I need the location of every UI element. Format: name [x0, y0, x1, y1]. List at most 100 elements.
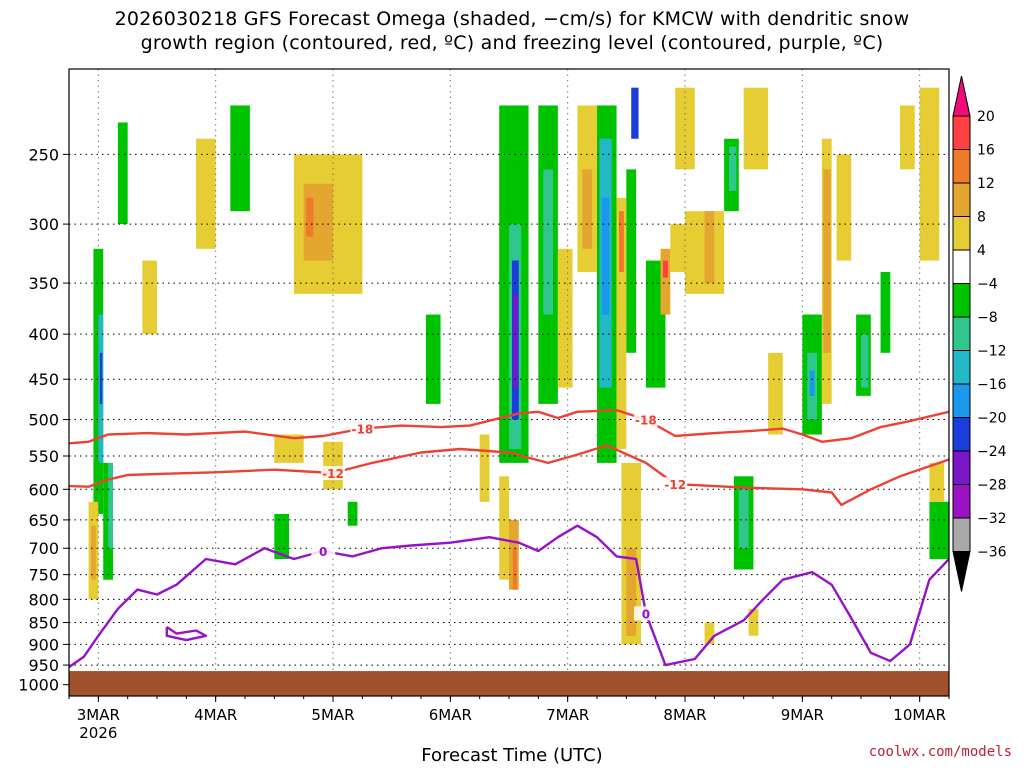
- colorbar-label: −8: [977, 310, 998, 326]
- colorbar-label: 12: [977, 176, 995, 192]
- y-tick-label: 950: [28, 656, 59, 675]
- contour-label-bg: [350, 421, 375, 436]
- colorbar-label: 8: [977, 210, 986, 226]
- contour-label-bg: [633, 606, 658, 621]
- omega-cell: [99, 352, 103, 404]
- colorbar-label: 4: [977, 243, 986, 259]
- chart-title-line-1: 2026030218 GFS Forecast Omega (shaded, −…: [114, 8, 910, 30]
- colorbar-swatch: [952, 517, 971, 552]
- x-tick-label: 4MAR: [194, 706, 237, 724]
- contour-layer: -18 -18 -12 -12 0 0: [69, 409, 949, 669]
- x-tick-label: 6MAR: [429, 706, 472, 724]
- omega-cell: [499, 476, 509, 580]
- colorbar-swatch: [952, 249, 971, 284]
- colorbar-label: −36: [977, 545, 1007, 561]
- colorbar-swatch: [952, 283, 971, 318]
- colorbar-label: −32: [977, 511, 1007, 527]
- colorbar-swatch: [952, 417, 971, 452]
- colorbar-label: −4: [977, 277, 998, 293]
- omega-cell: [738, 489, 749, 549]
- omega-cell: [919, 87, 940, 261]
- omega-cell: [929, 501, 949, 560]
- omega-cell: [616, 197, 627, 449]
- omega-cell: [768, 352, 783, 435]
- colorbar-label: 20: [977, 109, 995, 125]
- y-tick-label: 550: [28, 447, 59, 466]
- omega-cell: [601, 197, 610, 315]
- omega-cell: [274, 434, 304, 463]
- y-tick-label: 800: [28, 590, 59, 609]
- y-tick-label: 250: [28, 145, 59, 164]
- x-tick-label: 9MAR: [781, 706, 824, 724]
- colorbar-swatch: [952, 115, 971, 150]
- y-tick-label: 600: [28, 480, 59, 499]
- contour-isotherm_zero_loop: [165, 626, 208, 642]
- colorbar-swatch: [952, 450, 971, 485]
- omega-cell: [93, 248, 104, 514]
- contour-label-bg: [321, 465, 345, 480]
- omega-cell: [626, 169, 637, 353]
- colorbar-bottom-arrow: [952, 551, 971, 592]
- y-tick-label: 850: [28, 614, 59, 633]
- omega-cell: [704, 211, 715, 284]
- omega-cell: [117, 122, 128, 225]
- y-tick-label: 400: [28, 325, 59, 344]
- omega-cell: [660, 248, 671, 315]
- contour-label-bg: [311, 543, 336, 558]
- omega-cell: [880, 271, 891, 353]
- contour-label: -18: [351, 423, 373, 437]
- omega-cell: [743, 87, 769, 170]
- colorbar-swatch: [952, 149, 971, 184]
- omega-cell: [663, 260, 668, 278]
- x-tick-label: 5MAR: [311, 706, 354, 724]
- omega-cell: [582, 169, 593, 249]
- colorbar-swatch: [952, 216, 971, 251]
- omega-cell: [306, 197, 314, 237]
- y-tick-label: 450: [28, 370, 59, 389]
- colorbar-swatch: [952, 182, 971, 217]
- x-tick-label: 3MAR: [77, 706, 120, 724]
- ground-surface: [69, 671, 949, 696]
- x-tick-label: 8MAR: [663, 706, 706, 724]
- colorbar-swatch: [952, 383, 971, 418]
- omega-cell: [196, 138, 216, 249]
- omega-cell: [729, 146, 737, 191]
- omega-cell: [704, 622, 715, 645]
- y-tick-label: 900: [28, 635, 59, 654]
- colorbar-swatch: [952, 316, 971, 351]
- colorbar-label: −28: [977, 478, 1007, 494]
- omega-cell: [513, 293, 518, 388]
- contour-label: 0: [642, 607, 650, 621]
- omega-cell: [836, 154, 852, 261]
- contour-isotherm_minus12: [69, 444, 949, 507]
- y-tick-label: 700: [28, 539, 59, 558]
- x-axis: 3MAR 4MAR 5MAR 6MAR 7MAR 8MAR 9MAR 10MAR 2026: [68, 696, 950, 742]
- year-label: 2026: [79, 724, 117, 742]
- omega-cell: [142, 260, 157, 335]
- colorbar-label: −16: [977, 377, 1007, 393]
- contour-isotherm_minus18: [69, 409, 949, 445]
- colorbar-label: −20: [977, 411, 1007, 427]
- y-tick-label: 300: [28, 215, 59, 234]
- colorbar-swatch: [952, 350, 971, 385]
- contour-label-bg: [663, 477, 688, 492]
- colorbar-label: 16: [977, 143, 995, 159]
- y-axis: 250 300 350 400 450 500 550 600 650 700 750 800 850 9…: [18, 145, 69, 695]
- omega-cell: [91, 525, 96, 580]
- omega-cell: [675, 87, 695, 170]
- contour-label: -18: [635, 414, 657, 428]
- chart-title-line-2: growth region (contoured, red, ºC) and f…: [140, 32, 884, 54]
- omega-cell: [809, 370, 815, 396]
- contour-label-bg: [633, 412, 658, 427]
- omega-cell: [823, 169, 831, 353]
- omega-cell: [900, 105, 915, 170]
- contour-label: -12: [322, 467, 344, 481]
- colorbar-top-arrow: [952, 75, 971, 117]
- grid-lines: [69, 69, 949, 696]
- colorbar-label: −24: [977, 444, 1007, 460]
- site-credit: coolwx.com/models: [868, 744, 1012, 760]
- contour-isotherm_zero: [69, 524, 949, 669]
- y-tick-label: 350: [28, 274, 59, 293]
- ground-layer: [69, 671, 949, 696]
- omega-cell: [108, 462, 113, 549]
